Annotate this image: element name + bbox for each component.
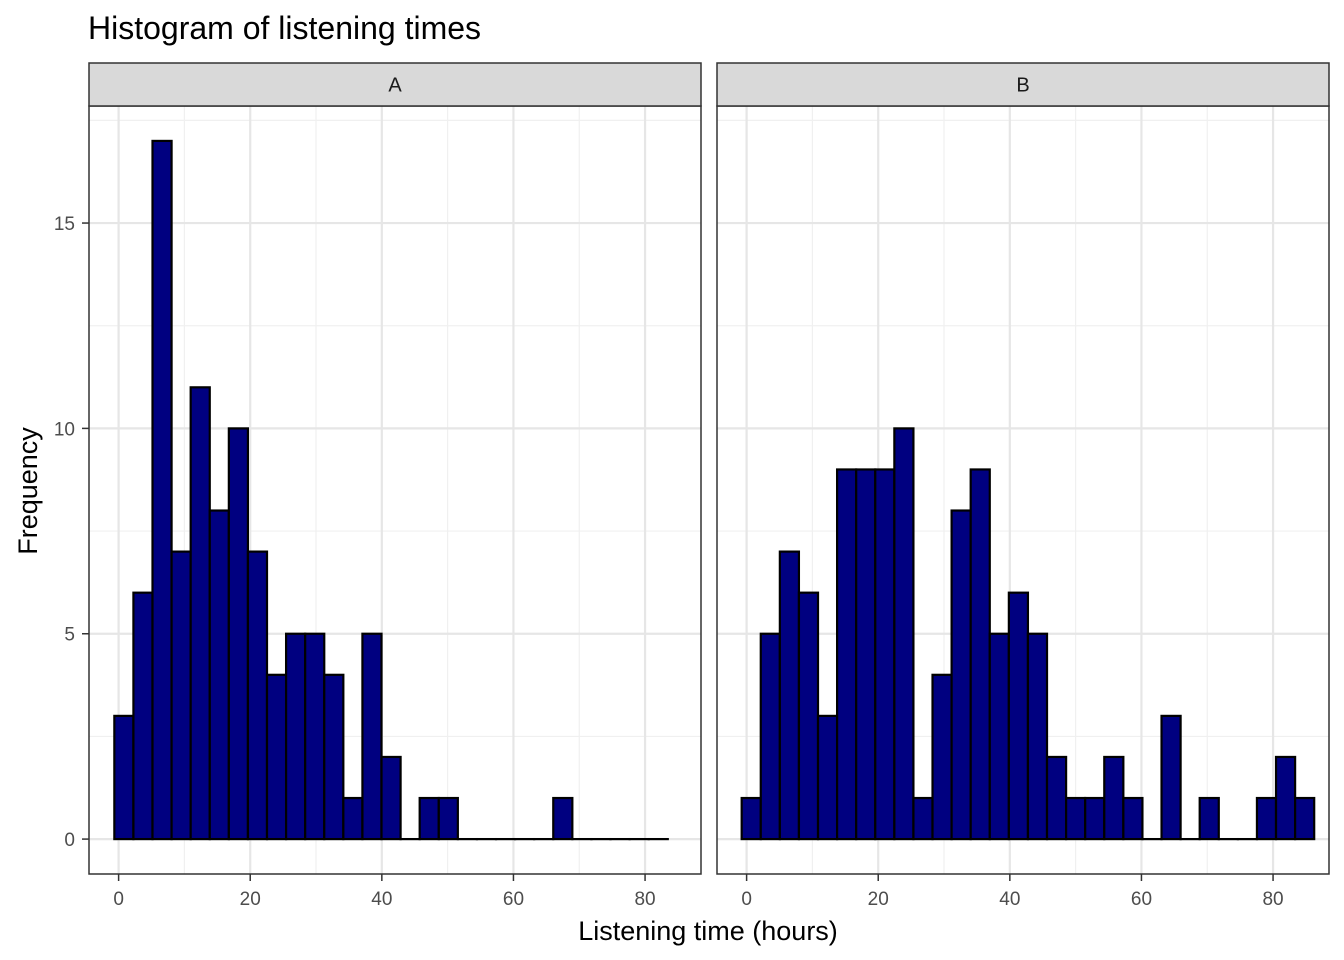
histogram-bar xyxy=(1026,632,1049,841)
histogram-bar xyxy=(855,468,877,841)
histogram-bar xyxy=(323,673,345,841)
histogram-bar xyxy=(1294,796,1316,841)
histogram-bar xyxy=(1122,796,1144,841)
facet-panel-A: A 0 20 40 60 80 0 5 10 15 xyxy=(54,62,702,910)
y-axis-title: Frequency xyxy=(13,427,43,555)
histogram-bar xyxy=(1065,796,1087,841)
histogram-bar xyxy=(265,673,288,841)
histogram-bar xyxy=(835,468,858,841)
y-tick-label: 0 xyxy=(64,830,75,851)
y-tick-label: 10 xyxy=(54,419,75,440)
histogram-bar xyxy=(227,427,250,841)
facet-strip-label: A xyxy=(388,75,402,97)
histogram-bar xyxy=(380,755,402,841)
x-tick-label: 40 xyxy=(371,889,392,910)
histogram-bar xyxy=(1103,755,1125,841)
histogram-bar xyxy=(950,509,972,841)
histogram-bar xyxy=(132,591,154,841)
histogram-bar xyxy=(893,427,915,841)
histogram-bar xyxy=(1160,714,1182,841)
histogram-bar xyxy=(1255,796,1278,841)
histogram-bar xyxy=(342,796,364,841)
x-tick-label: 40 xyxy=(999,889,1020,910)
histogram-bar xyxy=(1045,755,1068,841)
histogram-bar xyxy=(246,550,269,841)
facet-panels: A 0 20 40 60 80 0 5 10 15 B 0 20 40 60 80 xyxy=(54,62,1330,910)
x-tick-label: 60 xyxy=(503,889,524,910)
chart-title: Histogram of listening times xyxy=(88,10,481,46)
histogram-bar xyxy=(1198,796,1220,841)
histogram-bar xyxy=(816,714,839,841)
histogram-bar xyxy=(304,632,326,841)
histogram-bar xyxy=(189,386,211,841)
x-tick-label: 80 xyxy=(634,889,655,910)
histogram-bar xyxy=(208,509,230,841)
facet-panel-B: B 0 20 40 60 80 xyxy=(716,62,1330,910)
facet-strip xyxy=(716,62,1330,107)
histogram-bar xyxy=(778,550,801,841)
x-tick-label: 0 xyxy=(741,889,752,910)
histogram-bar xyxy=(1084,796,1106,841)
histogram-bar xyxy=(759,632,781,841)
x-tick-label: 20 xyxy=(868,889,889,910)
x-tick-label: 20 xyxy=(240,889,261,910)
facet-strip-label: B xyxy=(1016,75,1029,97)
histogram-bar xyxy=(912,796,934,841)
histogram-bar xyxy=(113,714,135,841)
facet-strip xyxy=(88,62,702,107)
histogram-bar xyxy=(740,796,762,841)
histogram-bar xyxy=(969,468,991,841)
histogram-bar xyxy=(931,673,953,841)
histogram-bar xyxy=(797,591,820,841)
histogram-bar xyxy=(170,550,192,841)
histogram-bar xyxy=(988,632,1010,841)
histogram-bar xyxy=(552,796,574,841)
histogram-bar xyxy=(418,796,440,841)
x-tick-label: 60 xyxy=(1131,889,1152,910)
y-tick-label: 5 xyxy=(64,625,75,646)
histogram-bar xyxy=(1274,755,1297,841)
histogram-bar xyxy=(361,632,383,841)
histogram-bar xyxy=(1007,591,1030,841)
x-tick-label: 0 xyxy=(113,889,124,910)
histogram-bar xyxy=(284,632,307,841)
histogram-bar xyxy=(151,139,173,841)
y-tick-label: 15 xyxy=(54,214,75,235)
histogram-bar xyxy=(437,796,459,841)
x-tick-label: 80 xyxy=(1262,889,1283,910)
x-axis-title: Listening time (hours) xyxy=(578,916,838,946)
histogram-bar xyxy=(874,468,896,841)
